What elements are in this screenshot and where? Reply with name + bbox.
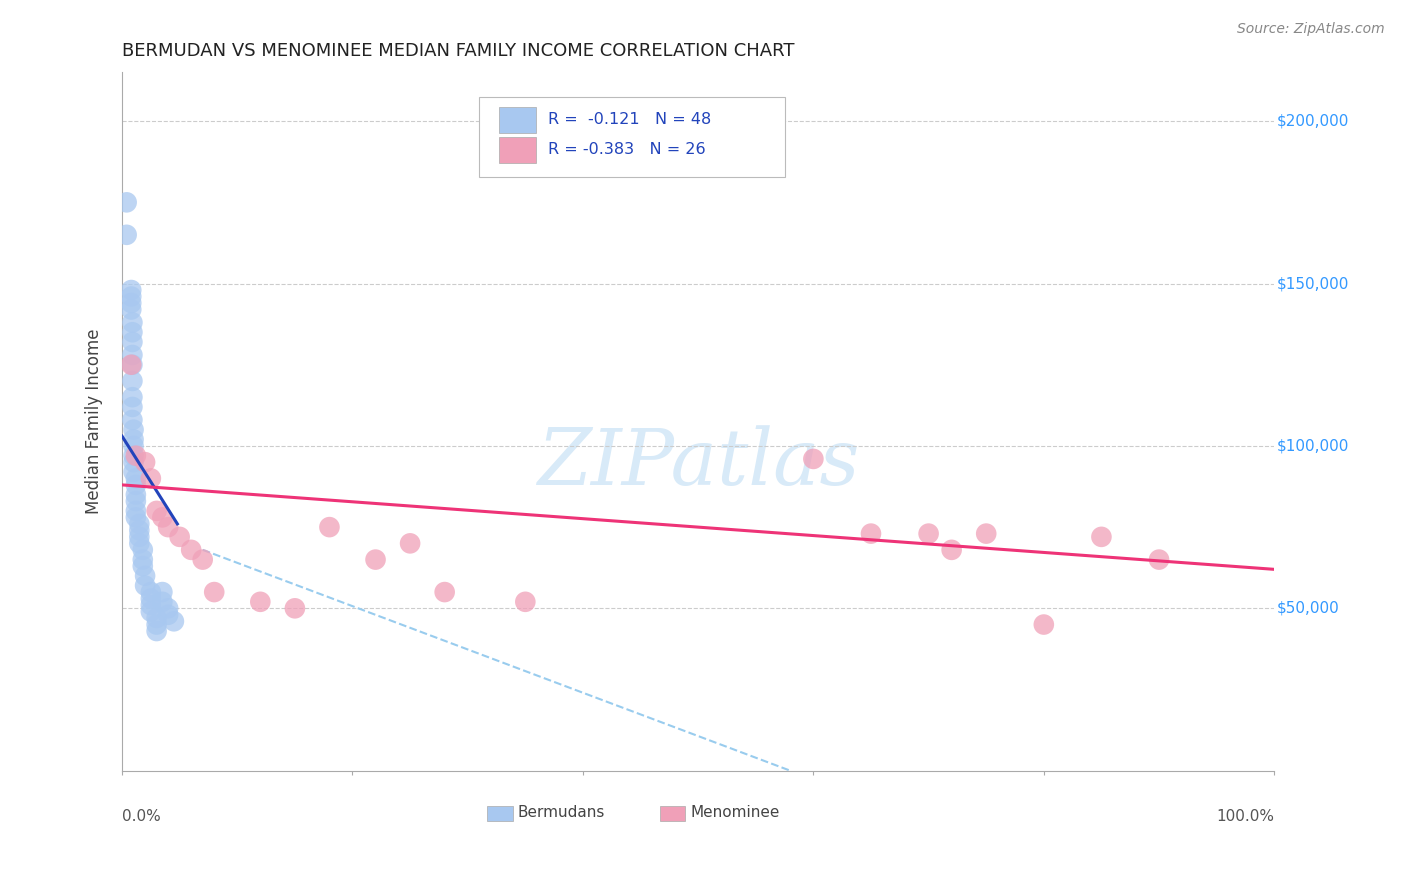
Point — [132, 559, 155, 574]
Point — [122, 465, 145, 479]
Point — [128, 536, 150, 550]
Point — [163, 615, 186, 629]
Point — [157, 601, 180, 615]
Point — [1147, 552, 1170, 566]
Point — [121, 325, 143, 339]
Point — [128, 516, 150, 531]
Point — [974, 526, 997, 541]
Point — [125, 494, 148, 508]
Point — [121, 390, 143, 404]
Point — [364, 552, 387, 566]
Point — [121, 413, 143, 427]
Text: Menominee: Menominee — [690, 805, 779, 820]
Point — [125, 504, 148, 518]
Point — [157, 520, 180, 534]
Point — [134, 569, 156, 583]
Point — [803, 451, 825, 466]
Point — [125, 449, 148, 463]
Point — [917, 526, 939, 541]
Point — [125, 471, 148, 485]
Text: $200,000: $200,000 — [1277, 113, 1348, 128]
Point — [433, 585, 456, 599]
Text: Bermudans: Bermudans — [517, 805, 605, 820]
Point — [399, 536, 422, 550]
Point — [121, 348, 143, 362]
Point — [157, 607, 180, 622]
Point — [139, 591, 162, 606]
Point — [122, 433, 145, 447]
Text: Source: ZipAtlas.com: Source: ZipAtlas.com — [1237, 22, 1385, 37]
Point — [139, 598, 162, 612]
Point — [128, 524, 150, 538]
Point — [125, 478, 148, 492]
Point — [115, 195, 138, 210]
Point — [120, 302, 142, 317]
Point — [122, 449, 145, 463]
Point — [145, 624, 167, 638]
Point — [122, 455, 145, 469]
Point — [139, 471, 162, 485]
Point — [191, 552, 214, 566]
Point — [150, 585, 173, 599]
Point — [120, 296, 142, 310]
FancyBboxPatch shape — [499, 107, 536, 133]
Point — [202, 585, 225, 599]
Point — [249, 595, 271, 609]
Point — [169, 530, 191, 544]
Point — [125, 488, 148, 502]
Point — [515, 595, 537, 609]
Point — [139, 605, 162, 619]
Text: R =  -0.121   N = 48: R = -0.121 N = 48 — [548, 112, 711, 128]
Point — [120, 283, 142, 297]
Point — [132, 552, 155, 566]
Point — [134, 455, 156, 469]
Text: $150,000: $150,000 — [1277, 276, 1348, 291]
Point — [125, 510, 148, 524]
FancyBboxPatch shape — [479, 97, 785, 178]
Text: 100.0%: 100.0% — [1216, 809, 1274, 824]
Point — [120, 289, 142, 303]
Point — [1090, 530, 1112, 544]
Text: R = -0.383   N = 26: R = -0.383 N = 26 — [548, 143, 706, 157]
Point — [128, 530, 150, 544]
Text: 0.0%: 0.0% — [122, 809, 160, 824]
Point — [145, 617, 167, 632]
Point — [318, 520, 340, 534]
FancyBboxPatch shape — [661, 805, 686, 821]
Point — [122, 439, 145, 453]
Y-axis label: Median Family Income: Median Family Income — [86, 329, 103, 515]
FancyBboxPatch shape — [488, 805, 513, 821]
Point — [284, 601, 307, 615]
Text: BERMUDAN VS MENOMINEE MEDIAN FAMILY INCOME CORRELATION CHART: BERMUDAN VS MENOMINEE MEDIAN FAMILY INCO… — [122, 42, 794, 60]
Text: $100,000: $100,000 — [1277, 439, 1348, 453]
Point — [145, 611, 167, 625]
Point — [120, 358, 142, 372]
Point — [150, 510, 173, 524]
Point — [121, 358, 143, 372]
Point — [139, 585, 162, 599]
Point — [132, 542, 155, 557]
Point — [1032, 617, 1054, 632]
Point — [121, 334, 143, 349]
Point — [121, 400, 143, 414]
Point — [180, 542, 202, 557]
Point — [145, 504, 167, 518]
Point — [115, 227, 138, 242]
Point — [859, 526, 882, 541]
Point — [941, 542, 963, 557]
Point — [134, 578, 156, 592]
FancyBboxPatch shape — [499, 136, 536, 163]
Text: ZIPatlas: ZIPatlas — [537, 425, 859, 501]
Point — [150, 595, 173, 609]
Point — [122, 423, 145, 437]
Point — [121, 374, 143, 388]
Text: $50,000: $50,000 — [1277, 601, 1340, 615]
Point — [121, 316, 143, 330]
